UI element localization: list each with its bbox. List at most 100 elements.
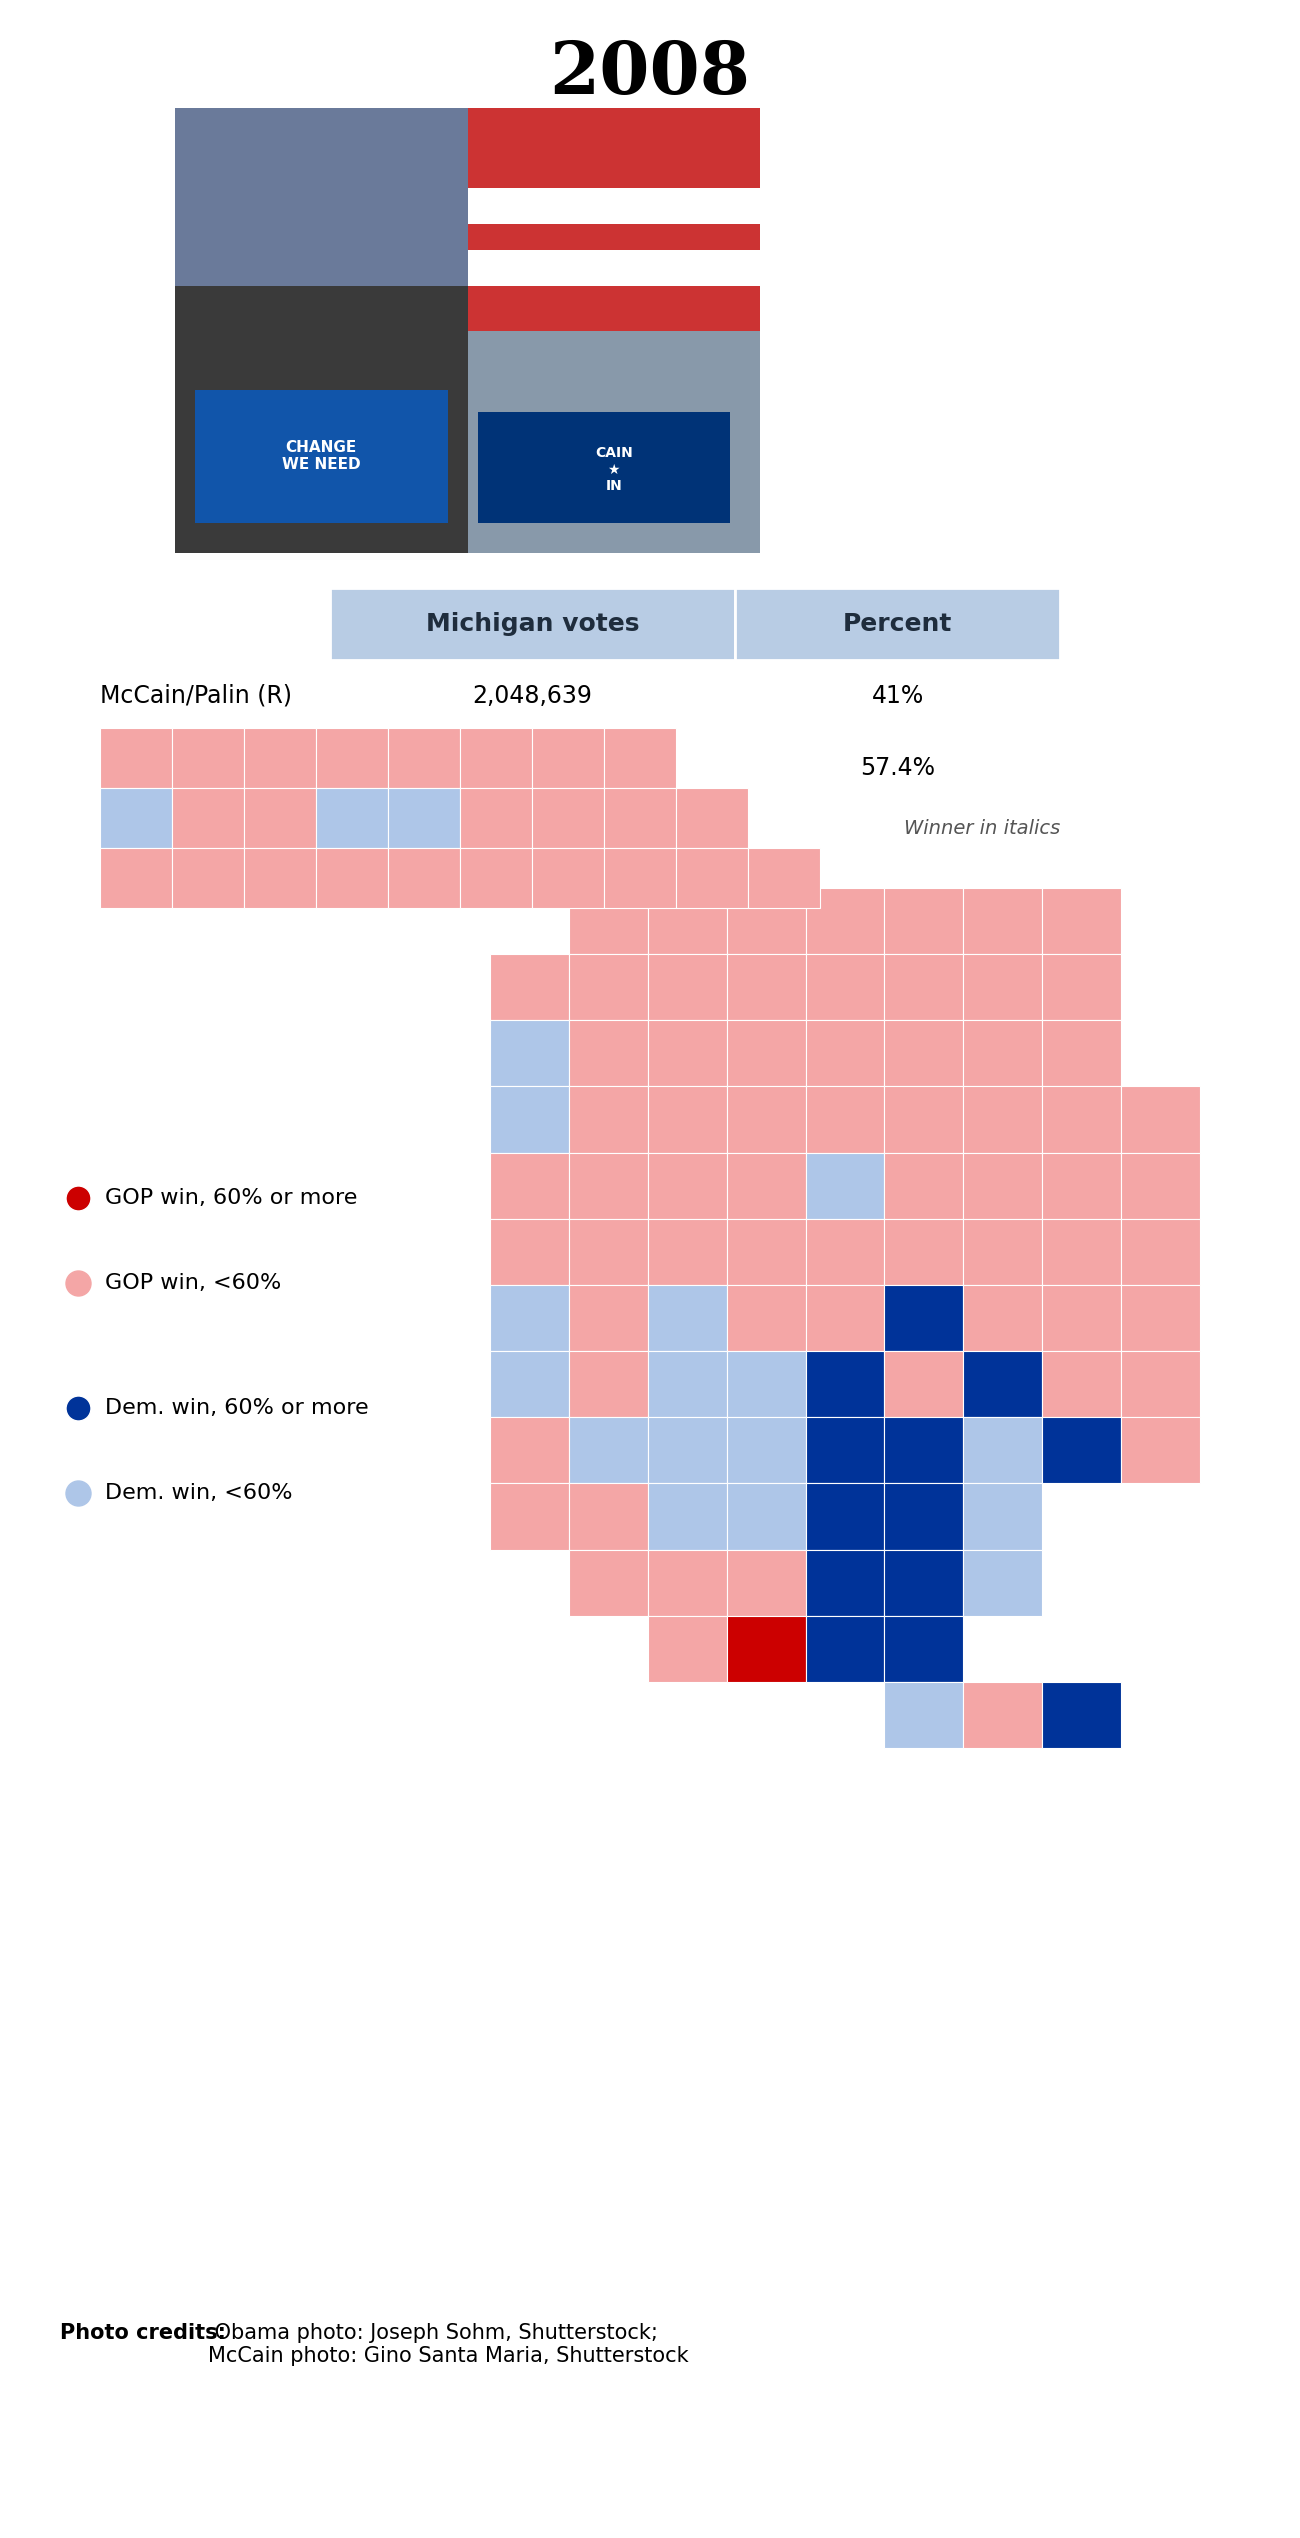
Bar	[244, 848, 316, 909]
Bar	[727, 1416, 806, 1482]
Bar	[647, 1551, 727, 1617]
Bar	[676, 787, 747, 848]
Bar	[1043, 1284, 1121, 1350]
Bar	[490, 1020, 569, 1086]
Bar	[1043, 888, 1121, 954]
Text: 2,872,579: 2,872,579	[472, 756, 593, 779]
Bar	[316, 848, 387, 909]
Bar	[736, 589, 1060, 660]
Bar	[806, 954, 884, 1020]
Bar	[490, 1086, 569, 1152]
Bar	[244, 728, 316, 787]
Bar	[532, 787, 604, 848]
Bar	[195, 388, 447, 523]
Bar	[1043, 1020, 1121, 1086]
Bar	[569, 1350, 647, 1416]
Bar	[963, 888, 1043, 954]
Bar	[490, 1350, 569, 1416]
Bar	[884, 1551, 963, 1617]
Bar	[806, 1350, 884, 1416]
Text: CHANGE
WE NEED: CHANGE WE NEED	[282, 439, 360, 472]
Bar	[1043, 1683, 1121, 1749]
Bar	[330, 731, 1060, 805]
Text: Dem. win, 60% or more: Dem. win, 60% or more	[105, 1398, 369, 1419]
Bar	[963, 1020, 1043, 1086]
Bar	[387, 728, 460, 787]
Bar	[963, 954, 1043, 1020]
Bar	[806, 1284, 884, 1350]
Bar	[460, 787, 532, 848]
Bar	[884, 1152, 963, 1218]
Bar	[806, 1218, 884, 1284]
Bar	[569, 1152, 647, 1218]
Bar	[1121, 1086, 1200, 1152]
Bar	[806, 888, 884, 954]
Bar	[1043, 954, 1121, 1020]
Bar	[806, 1416, 884, 1482]
Bar	[1043, 1152, 1121, 1218]
Bar	[176, 109, 468, 553]
Text: McCain/Palin (R): McCain/Palin (R)	[100, 685, 292, 708]
Bar	[647, 888, 727, 954]
Bar	[100, 728, 172, 787]
Bar	[490, 1482, 569, 1551]
Bar	[884, 1482, 963, 1551]
Bar	[604, 848, 676, 909]
Text: 41%: 41%	[871, 685, 924, 708]
Bar	[176, 109, 468, 287]
Bar	[1043, 1218, 1121, 1284]
Text: CAIN
★
IN: CAIN ★ IN	[595, 447, 633, 492]
Bar	[532, 848, 604, 909]
Bar	[806, 1551, 884, 1617]
Bar	[963, 1683, 1043, 1749]
Bar	[490, 1416, 569, 1482]
Bar	[727, 1218, 806, 1284]
Bar	[806, 1020, 884, 1086]
Bar	[963, 1416, 1043, 1482]
Bar	[727, 1086, 806, 1152]
Bar	[963, 1350, 1043, 1416]
Bar	[647, 954, 727, 1020]
Bar	[727, 1350, 806, 1416]
Bar	[172, 728, 244, 787]
Bar	[884, 1086, 963, 1152]
Bar	[490, 954, 569, 1020]
Bar	[100, 848, 172, 909]
Bar	[963, 1218, 1043, 1284]
Text: Winner in italics: Winner in italics	[903, 820, 1060, 838]
Bar	[460, 728, 532, 787]
Bar	[100, 787, 172, 848]
Text: GOP win, <60%: GOP win, <60%	[105, 1274, 281, 1292]
Bar	[727, 888, 806, 954]
Bar	[490, 1152, 569, 1218]
Bar	[569, 954, 647, 1020]
Bar	[569, 1416, 647, 1482]
Bar	[460, 848, 532, 909]
Bar	[963, 1551, 1043, 1617]
Bar	[244, 787, 316, 848]
Bar	[806, 1617, 884, 1683]
Bar	[884, 1416, 963, 1482]
Bar	[1121, 1416, 1200, 1482]
Text: Percent: Percent	[842, 612, 953, 637]
Bar	[468, 251, 760, 287]
Text: 2008: 2008	[550, 38, 750, 109]
Text: Photo credits:: Photo credits:	[60, 2322, 226, 2343]
Text: 57.4%: 57.4%	[861, 756, 935, 779]
Bar	[884, 1218, 963, 1284]
Bar	[884, 888, 963, 954]
Bar	[963, 1086, 1043, 1152]
Bar	[604, 787, 676, 848]
Bar	[468, 188, 760, 223]
Text: Michigan votes: Michigan votes	[426, 612, 640, 637]
Bar	[569, 1482, 647, 1551]
Bar	[172, 787, 244, 848]
Bar	[727, 1020, 806, 1086]
Bar	[676, 848, 747, 909]
Bar	[532, 728, 604, 787]
Bar	[647, 1086, 727, 1152]
Bar	[884, 1350, 963, 1416]
Bar	[727, 1482, 806, 1551]
Bar	[1121, 1218, 1200, 1284]
Bar	[569, 888, 647, 954]
